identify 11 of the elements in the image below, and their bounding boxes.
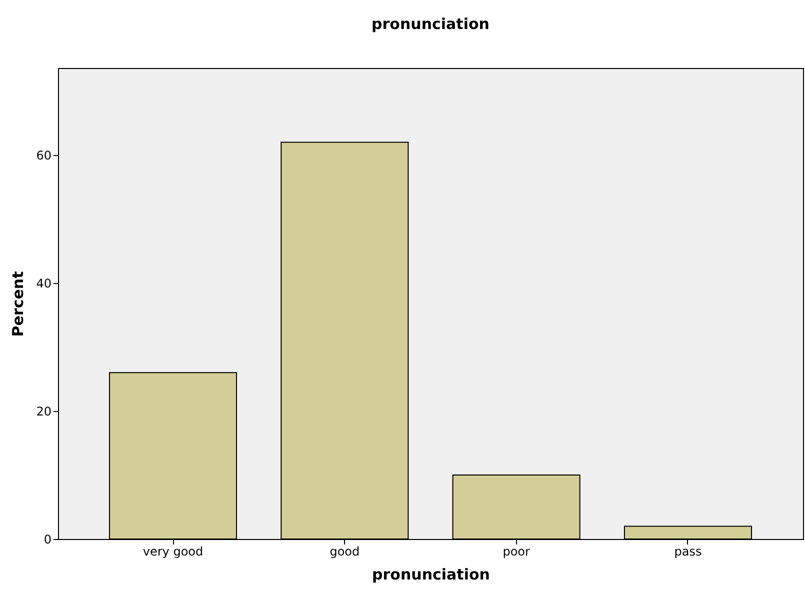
x-tick-label: pass (674, 544, 702, 558)
y-tick-label: 20 (36, 404, 52, 419)
x-axis-title: pronunciation (372, 566, 490, 584)
y-tick-label: 60 (36, 148, 52, 163)
y-axis-title: Percent (9, 271, 28, 337)
x-tick-label: good (330, 544, 360, 558)
x-tick-label: poor (502, 544, 530, 558)
y-tick-label: 40 (36, 276, 52, 291)
x-tick-label: very good (142, 544, 204, 558)
chart-title: pronunciation (372, 15, 490, 33)
y-tick-label: 0 (44, 532, 52, 546)
